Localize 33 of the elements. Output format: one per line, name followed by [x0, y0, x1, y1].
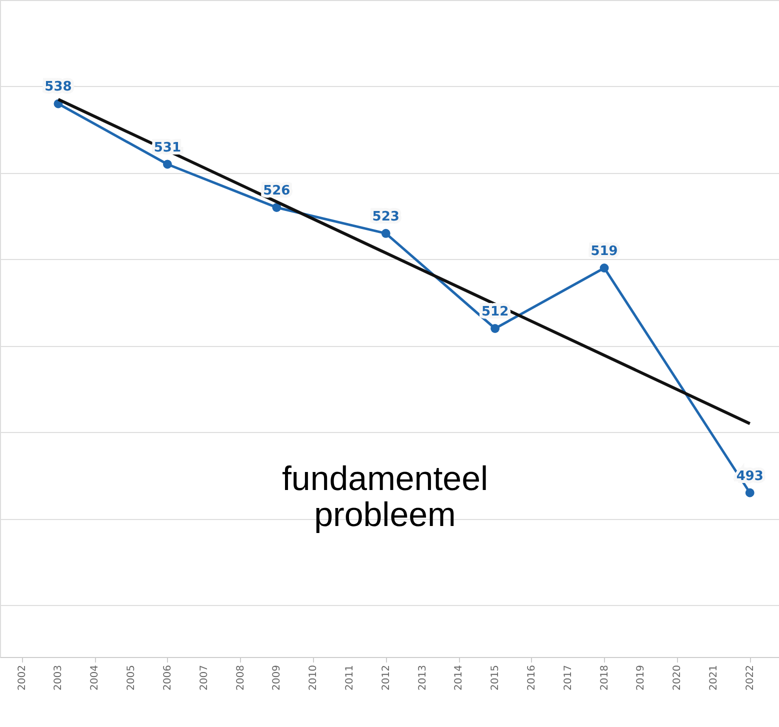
x-tick-label: 2019	[636, 665, 647, 690]
data-label: 538	[44, 80, 72, 95]
point	[162, 160, 172, 169]
x-tick-label: 2007	[198, 665, 210, 690]
x-tick-label: 2005	[126, 665, 138, 690]
x-tick-label: 2013	[417, 665, 428, 690]
x-tick-label: 2015	[490, 665, 502, 690]
x-tick-label: 2010	[308, 665, 320, 690]
x-tick-label: 2004	[90, 665, 101, 690]
point	[745, 488, 754, 498]
point	[490, 324, 500, 333]
x-tick-label: 2012	[380, 665, 392, 690]
data-label: 519	[590, 244, 618, 259]
x-tick-label: 2008	[235, 665, 246, 690]
x-tick-label: 2016	[526, 665, 538, 690]
x-tick-label: 2011	[344, 665, 356, 690]
data-label: 523	[372, 209, 400, 224]
point	[272, 203, 282, 212]
x-tick-label: 2022	[744, 665, 756, 690]
annotation: fundamenteel probleem	[282, 460, 488, 534]
x-tick-label: 2017	[562, 665, 574, 690]
x-tick-label: 2009	[272, 665, 283, 690]
x-tick-label: 2003	[53, 665, 64, 690]
data-label: 526	[263, 183, 290, 198]
x-tick-label: 2020	[672, 665, 684, 690]
point	[600, 264, 609, 272]
x-tick-label: 2021	[708, 665, 720, 690]
x-tick-label: 2002	[16, 665, 28, 690]
x-tick-label: 2014	[454, 665, 465, 690]
point	[381, 228, 390, 238]
x-tick-label: 2006	[162, 665, 174, 690]
data-label: 512	[481, 304, 509, 320]
x-tick-label: 2018	[599, 665, 610, 690]
